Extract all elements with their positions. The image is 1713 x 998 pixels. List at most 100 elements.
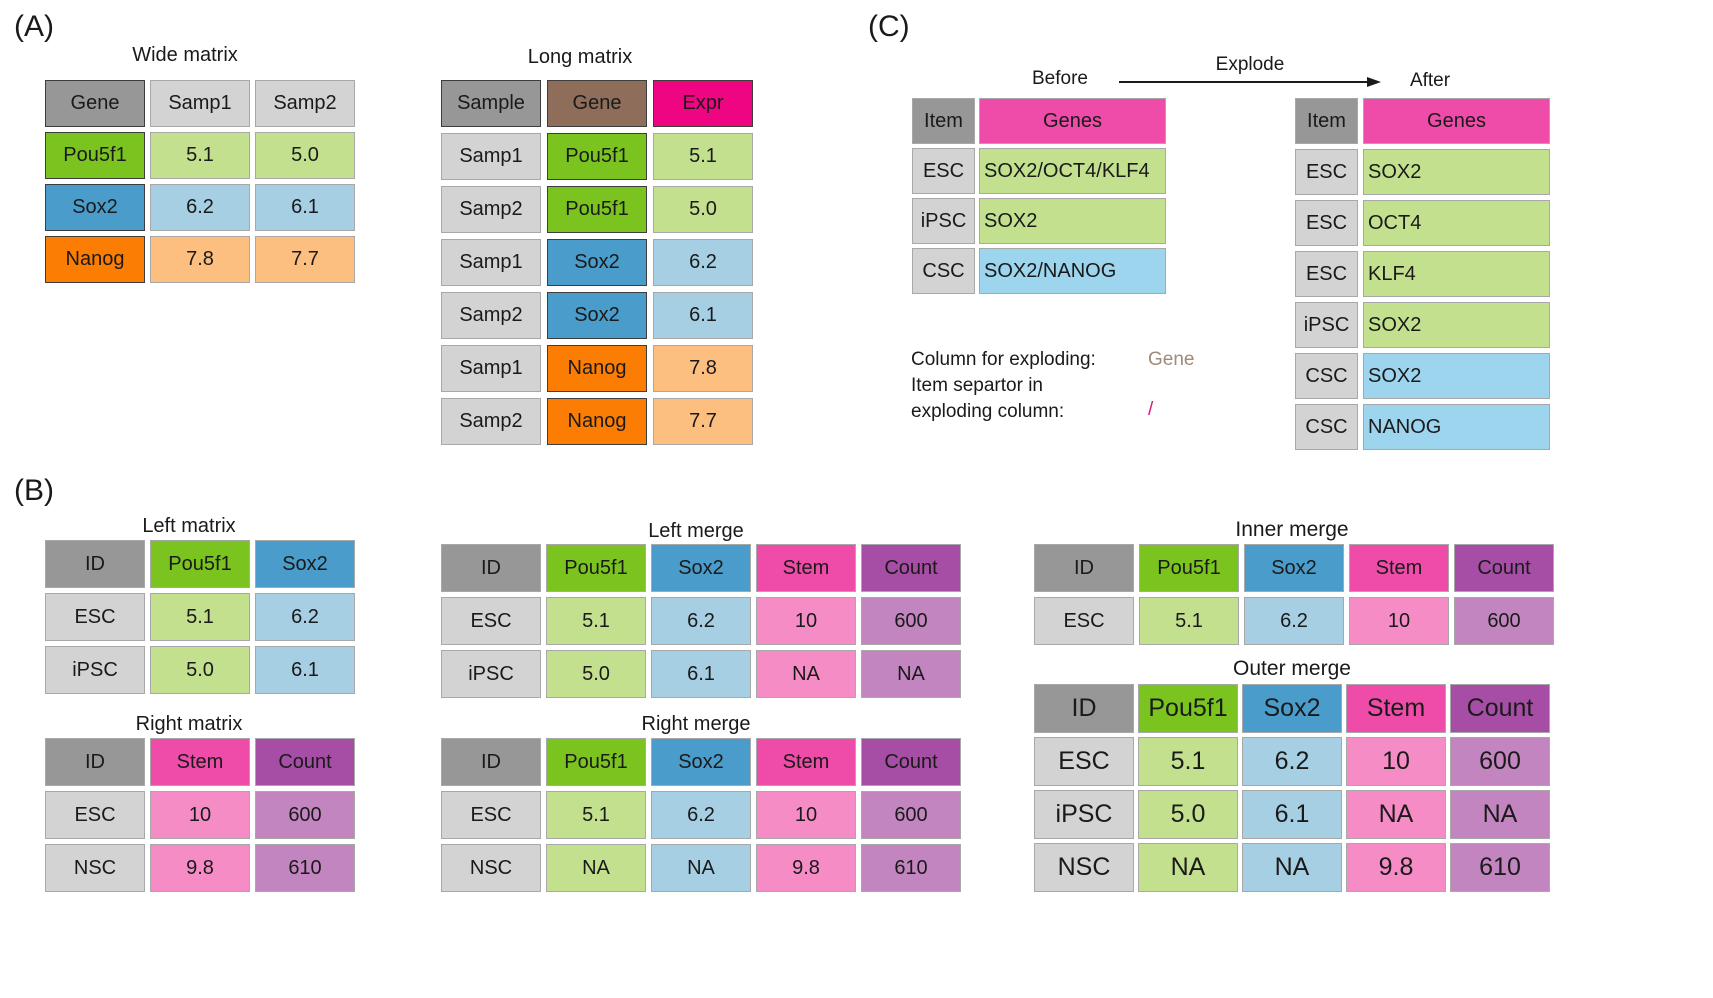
header-cell: Item — [912, 98, 975, 144]
table-cell: 6.2 — [1242, 737, 1342, 786]
long-matrix-title: Long matrix — [527, 46, 633, 68]
header-cell: Pou5f1 — [546, 544, 646, 592]
table-cell: Nanog — [547, 345, 647, 392]
header-cell: ID — [45, 540, 145, 588]
table-cell: Pou5f1 — [547, 133, 647, 180]
table-cell: 600 — [1450, 737, 1550, 786]
table-cell: NSC — [441, 844, 541, 892]
header-cell: Count — [861, 544, 961, 592]
table-cell: 10 — [756, 791, 856, 839]
wide-matrix-table: Gene Samp1 Samp2 Pou5f1 5.1 5.0 Sox2 6.2 6.1 Nano… — [45, 80, 355, 283]
table-cell: 610 — [1450, 843, 1550, 892]
inner-merge-table: ID Pou5f1 Sox2 Stem Count ESC 5.1 6.2 10 600 — [1034, 544, 1554, 645]
table-cell: Sox2 — [547, 239, 647, 286]
table-cell: NA — [1450, 790, 1550, 839]
table-cell: SOX2 — [1363, 149, 1550, 195]
table-cell: NA — [1346, 790, 1446, 839]
table-cell: ESC — [1034, 597, 1134, 645]
outer-merge-table: ID Pou5f1 Sox2 Stem Count ESC 5.1 6.2 10 600 iPSC 5… — [1034, 684, 1550, 892]
table-cell: 9.8 — [756, 844, 856, 892]
table-cell: 10 — [756, 597, 856, 645]
item-separator-label-line1: Item separtor in — [911, 375, 1043, 396]
table-cell: 5.0 — [653, 186, 753, 233]
right-matrix-title: Right matrix — [135, 713, 243, 735]
left-matrix-table: ID Pou5f1 Sox2 ESC 5.1 6.2 iPSC 5.0 6.1 — [45, 540, 355, 694]
table-cell: CSC — [912, 248, 975, 294]
table-cell: NANOG — [1363, 404, 1550, 450]
item-separator-value: / — [1148, 399, 1154, 420]
table-cell: 6.1 — [651, 650, 751, 698]
header-cell: Pou5f1 — [1138, 684, 1238, 733]
header-cell: Count — [1454, 544, 1554, 592]
right-merge-title: Right merge — [641, 713, 751, 735]
header-cell: ID — [45, 738, 145, 786]
outer-merge-title: Outer merge — [1233, 657, 1351, 680]
table-cell: Samp2 — [441, 186, 541, 233]
table-cell: Pou5f1 — [547, 186, 647, 233]
table-cell: 5.0 — [150, 646, 250, 694]
header-cell: Item — [1295, 98, 1358, 144]
panel-label-c: (C) — [868, 10, 910, 43]
table-cell: 600 — [1454, 597, 1554, 645]
table-cell: 5.1 — [546, 597, 646, 645]
header-cell: ID — [1034, 544, 1134, 592]
table-cell: SOX2 — [979, 198, 1166, 244]
table-cell: CSC — [1295, 404, 1358, 450]
table-cell: Nanog — [45, 236, 145, 283]
table-cell: 10 — [1346, 737, 1446, 786]
table-cell: iPSC — [1034, 790, 1134, 839]
header-cell: Sox2 — [651, 544, 751, 592]
header-cell: Count — [1450, 684, 1550, 733]
table-cell: 5.1 — [1139, 597, 1239, 645]
table-cell: SOX2 — [1363, 353, 1550, 399]
header-cell: Stem — [1346, 684, 1446, 733]
header-cell: Pou5f1 — [1139, 544, 1239, 592]
before-explode-table: Item Genes ESC SOX2/OCT4/KLF4 iPSC SOX2 CSC SOX… — [912, 98, 1166, 294]
table-cell: NSC — [45, 844, 145, 892]
after-explode-table: Item Genes ESC SOX2 ESC OCT4 ESC KLF4 iPSC SOX2 CS… — [1295, 98, 1550, 450]
table-cell: 7.7 — [653, 398, 753, 445]
table-cell: 6.1 — [255, 184, 355, 231]
table-cell: 600 — [255, 791, 355, 839]
header-cell: Samp1 — [150, 80, 250, 127]
table-cell: 6.2 — [651, 597, 751, 645]
table-cell: 5.1 — [1138, 737, 1238, 786]
table-cell: iPSC — [1295, 302, 1358, 348]
long-matrix-table: Sample Gene Expr Samp1 Pou5f1 5.1 Samp2 Pou5f1 5… — [441, 80, 753, 445]
table-cell: ESC — [441, 791, 541, 839]
table-cell: ESC — [45, 791, 145, 839]
table-cell: 10 — [150, 791, 250, 839]
panel-label-a: (A) — [14, 10, 54, 43]
table-cell: SOX2/OCT4/KLF4 — [979, 148, 1166, 194]
table-cell: NSC — [1034, 843, 1134, 892]
table-cell: 5.0 — [1138, 790, 1238, 839]
header-cell: Genes — [1363, 98, 1550, 144]
header-cell: Pou5f1 — [150, 540, 250, 588]
table-cell: 6.2 — [653, 239, 753, 286]
left-merge-table: ID Pou5f1 Sox2 Stem Count ESC 5.1 6.2 10 600 iPSC 5… — [441, 544, 961, 698]
column-for-exploding-label: Column for exploding: — [911, 349, 1096, 370]
header-cell: Samp2 — [255, 80, 355, 127]
table-cell: 7.8 — [150, 236, 250, 283]
table-cell: Samp1 — [441, 345, 541, 392]
table-cell: 9.8 — [1346, 843, 1446, 892]
header-cell: Sox2 — [1244, 544, 1344, 592]
table-cell: KLF4 — [1363, 251, 1550, 297]
table-cell: ESC — [441, 597, 541, 645]
table-cell: Sox2 — [45, 184, 145, 231]
explode-arrow — [1119, 77, 1381, 87]
header-cell: Stem — [150, 738, 250, 786]
header-cell: Count — [255, 738, 355, 786]
header-cell: Expr — [653, 80, 753, 127]
header-cell: Sample — [441, 80, 541, 127]
table-cell: CSC — [1295, 353, 1358, 399]
header-cell: ID — [1034, 684, 1134, 733]
table-cell: 7.8 — [653, 345, 753, 392]
header-cell: Stem — [756, 544, 856, 592]
table-cell: iPSC — [45, 646, 145, 694]
left-matrix-title: Left matrix — [142, 515, 236, 537]
table-cell: 10 — [1349, 597, 1449, 645]
header-cell: Gene — [45, 80, 145, 127]
table-cell: 6.1 — [255, 646, 355, 694]
table-cell: ESC — [45, 593, 145, 641]
